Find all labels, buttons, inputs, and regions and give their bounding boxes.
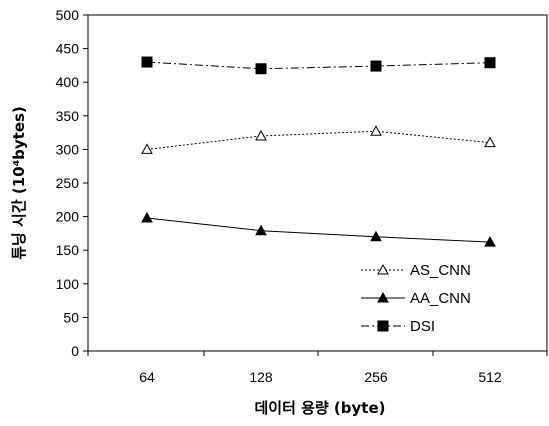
data-point [484,136,496,148]
y-tick-label: 400 [56,74,80,90]
x-tick-label: 128 [249,369,273,385]
y-tick-label: 50 [63,309,79,325]
x-tick-label: 512 [478,369,502,385]
legend-item: DSI [361,318,435,335]
data-point [141,211,153,223]
series-as-cnn [141,125,496,154]
data-point [141,143,153,154]
x-tick-label: 256 [364,369,388,385]
data-point [370,230,382,242]
data-point [141,56,153,68]
series-line [146,61,491,70]
y-tick-label: 200 [56,209,80,225]
series-line [146,130,491,150]
legend: AS_CNN AA_CNN DSI [361,262,471,335]
legend-swatch-marker [377,320,389,332]
y-tick-label: 100 [56,276,80,292]
legend-swatch-marker [377,291,389,303]
legend-item: AA_CNN [361,290,471,307]
y-axis-title: 튜닝 시간 (10⁴bytes) [10,106,28,260]
legend-item: AS_CNN [361,262,471,279]
legend-label: AS_CNN [410,262,471,279]
data-point [255,129,267,141]
y-tick-label: 300 [56,141,80,157]
legend-label: AA_CNN [410,290,471,307]
y-tick-label: 350 [56,108,80,124]
legend-swatch-marker [377,263,389,275]
y-tick-label: 150 [56,242,80,258]
data-point [484,236,496,247]
series-aa-cnn [141,211,496,247]
x-axis-title: 데이터 용량 (byte) [254,399,385,417]
data-point [370,60,382,72]
data-point [255,224,267,236]
series-line [146,217,491,243]
x-tick-label: 64 [139,369,155,385]
y-tick-label: 0 [71,343,79,359]
y-tick-label: 500 [56,7,80,23]
legend-label: DSI [410,318,435,335]
y-tick-label: 250 [56,175,80,191]
data-point [370,125,382,136]
plot-frame [87,14,548,352]
series-dsi [141,56,496,75]
data-point [255,63,267,75]
y-tick-label: 450 [56,41,80,57]
data-point [484,57,496,69]
